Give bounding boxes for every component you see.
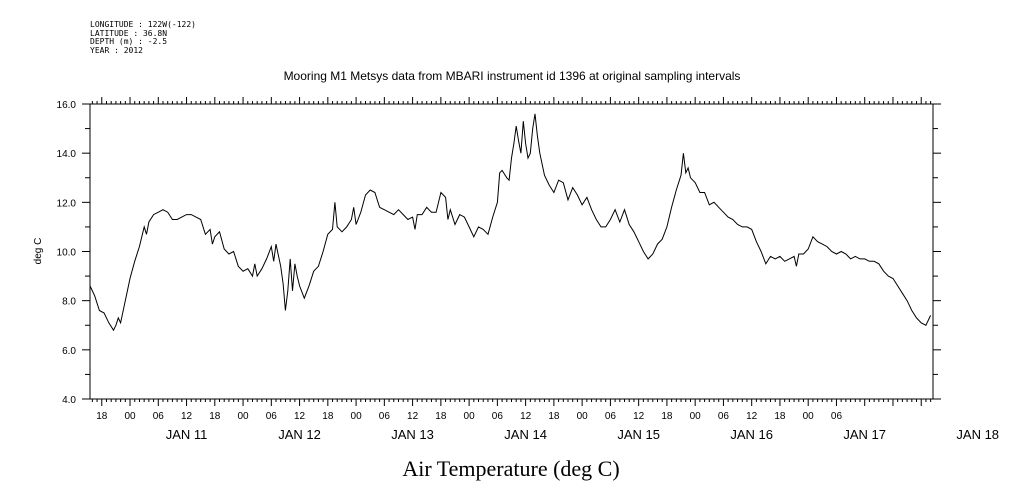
x-hour-label: 18 [209,411,221,422]
x-hour-label: 00 [237,411,249,422]
x-hour-label: 06 [379,411,391,422]
y-tick-label: 6.0 [62,346,76,357]
x-day-label: JAN 14 [504,427,547,442]
y-tick-label: 16.0 [57,100,77,111]
x-hour-label: 18 [322,411,334,422]
x-hour-label: 06 [266,411,278,422]
x-hour-label: 06 [492,411,504,422]
depth-text: DEPTH (m) : -2.5 [90,37,168,46]
x-day-label: JAN 12 [278,427,321,442]
x-day-label: JAN 15 [617,427,660,442]
y-tick-label: 12.0 [57,198,77,209]
x-hour-label: 00 [577,411,589,422]
x-hour-label: 06 [153,411,165,422]
x-hour-label: 12 [746,411,758,422]
x-hour-label: 00 [803,411,815,422]
x-day-label: JAN 18 [956,427,999,442]
y-tick-label: 4.0 [62,395,76,406]
metadata-block: LONGITUDE : 122W(-122) LATITUDE : 36.8N … [90,20,196,55]
longitude-text: LONGITUDE : 122W(-122) [90,20,196,29]
x-axis: 18 00 06 12 18 00 06 12 18 00 06 12 18 00 06 12 18 00 06 12… [91,97,999,442]
x-day-label: JAN 16 [730,427,773,442]
x-hour-label: 18 [96,411,108,422]
x-day-label: JAN 11 [166,427,208,442]
y-axis-label: deg C [33,238,44,265]
year-text: YEAR : 2012 [90,45,143,55]
x-hour-label: 06 [605,411,617,422]
x-hour-label: 18 [435,411,447,422]
chart-title: Mooring M1 Metsys data from MBARI instru… [284,69,741,83]
x-hour-label: 12 [633,411,645,422]
x-day-label: JAN 13 [391,427,434,442]
x-hour-label: 06 [718,411,730,422]
y-tick-label: 8.0 [62,297,76,308]
y-tick-label: 14.0 [57,149,77,160]
x-hour-label: 00 [351,411,363,422]
x-hour-label: 12 [520,411,532,422]
plot-frame [89,103,934,400]
x-hour-label: 00 [124,411,136,422]
x-axis-label: Air Temperature (deg C) [402,456,619,481]
x-hour-label: 12 [181,411,193,422]
x-hour-label: 18 [548,411,560,422]
y-axis: 4.0 6.0 8.0 10.0 12.0 14.0 16.0 [57,100,941,406]
x-hour-label: 00 [464,411,476,422]
x-hour-label: 12 [294,411,306,422]
x-hour-label: 06 [831,411,843,422]
x-hour-label: 18 [774,411,786,422]
x-hour-label: 18 [661,411,673,422]
x-hour-label: 00 [690,411,702,422]
x-hour-label: 12 [407,411,419,422]
latitude-text: LATITUDE : 36.8N [90,28,168,38]
air-temperature-line [89,113,932,332]
y-tick-label: 10.0 [57,248,77,259]
x-day-label: JAN 17 [843,427,886,442]
